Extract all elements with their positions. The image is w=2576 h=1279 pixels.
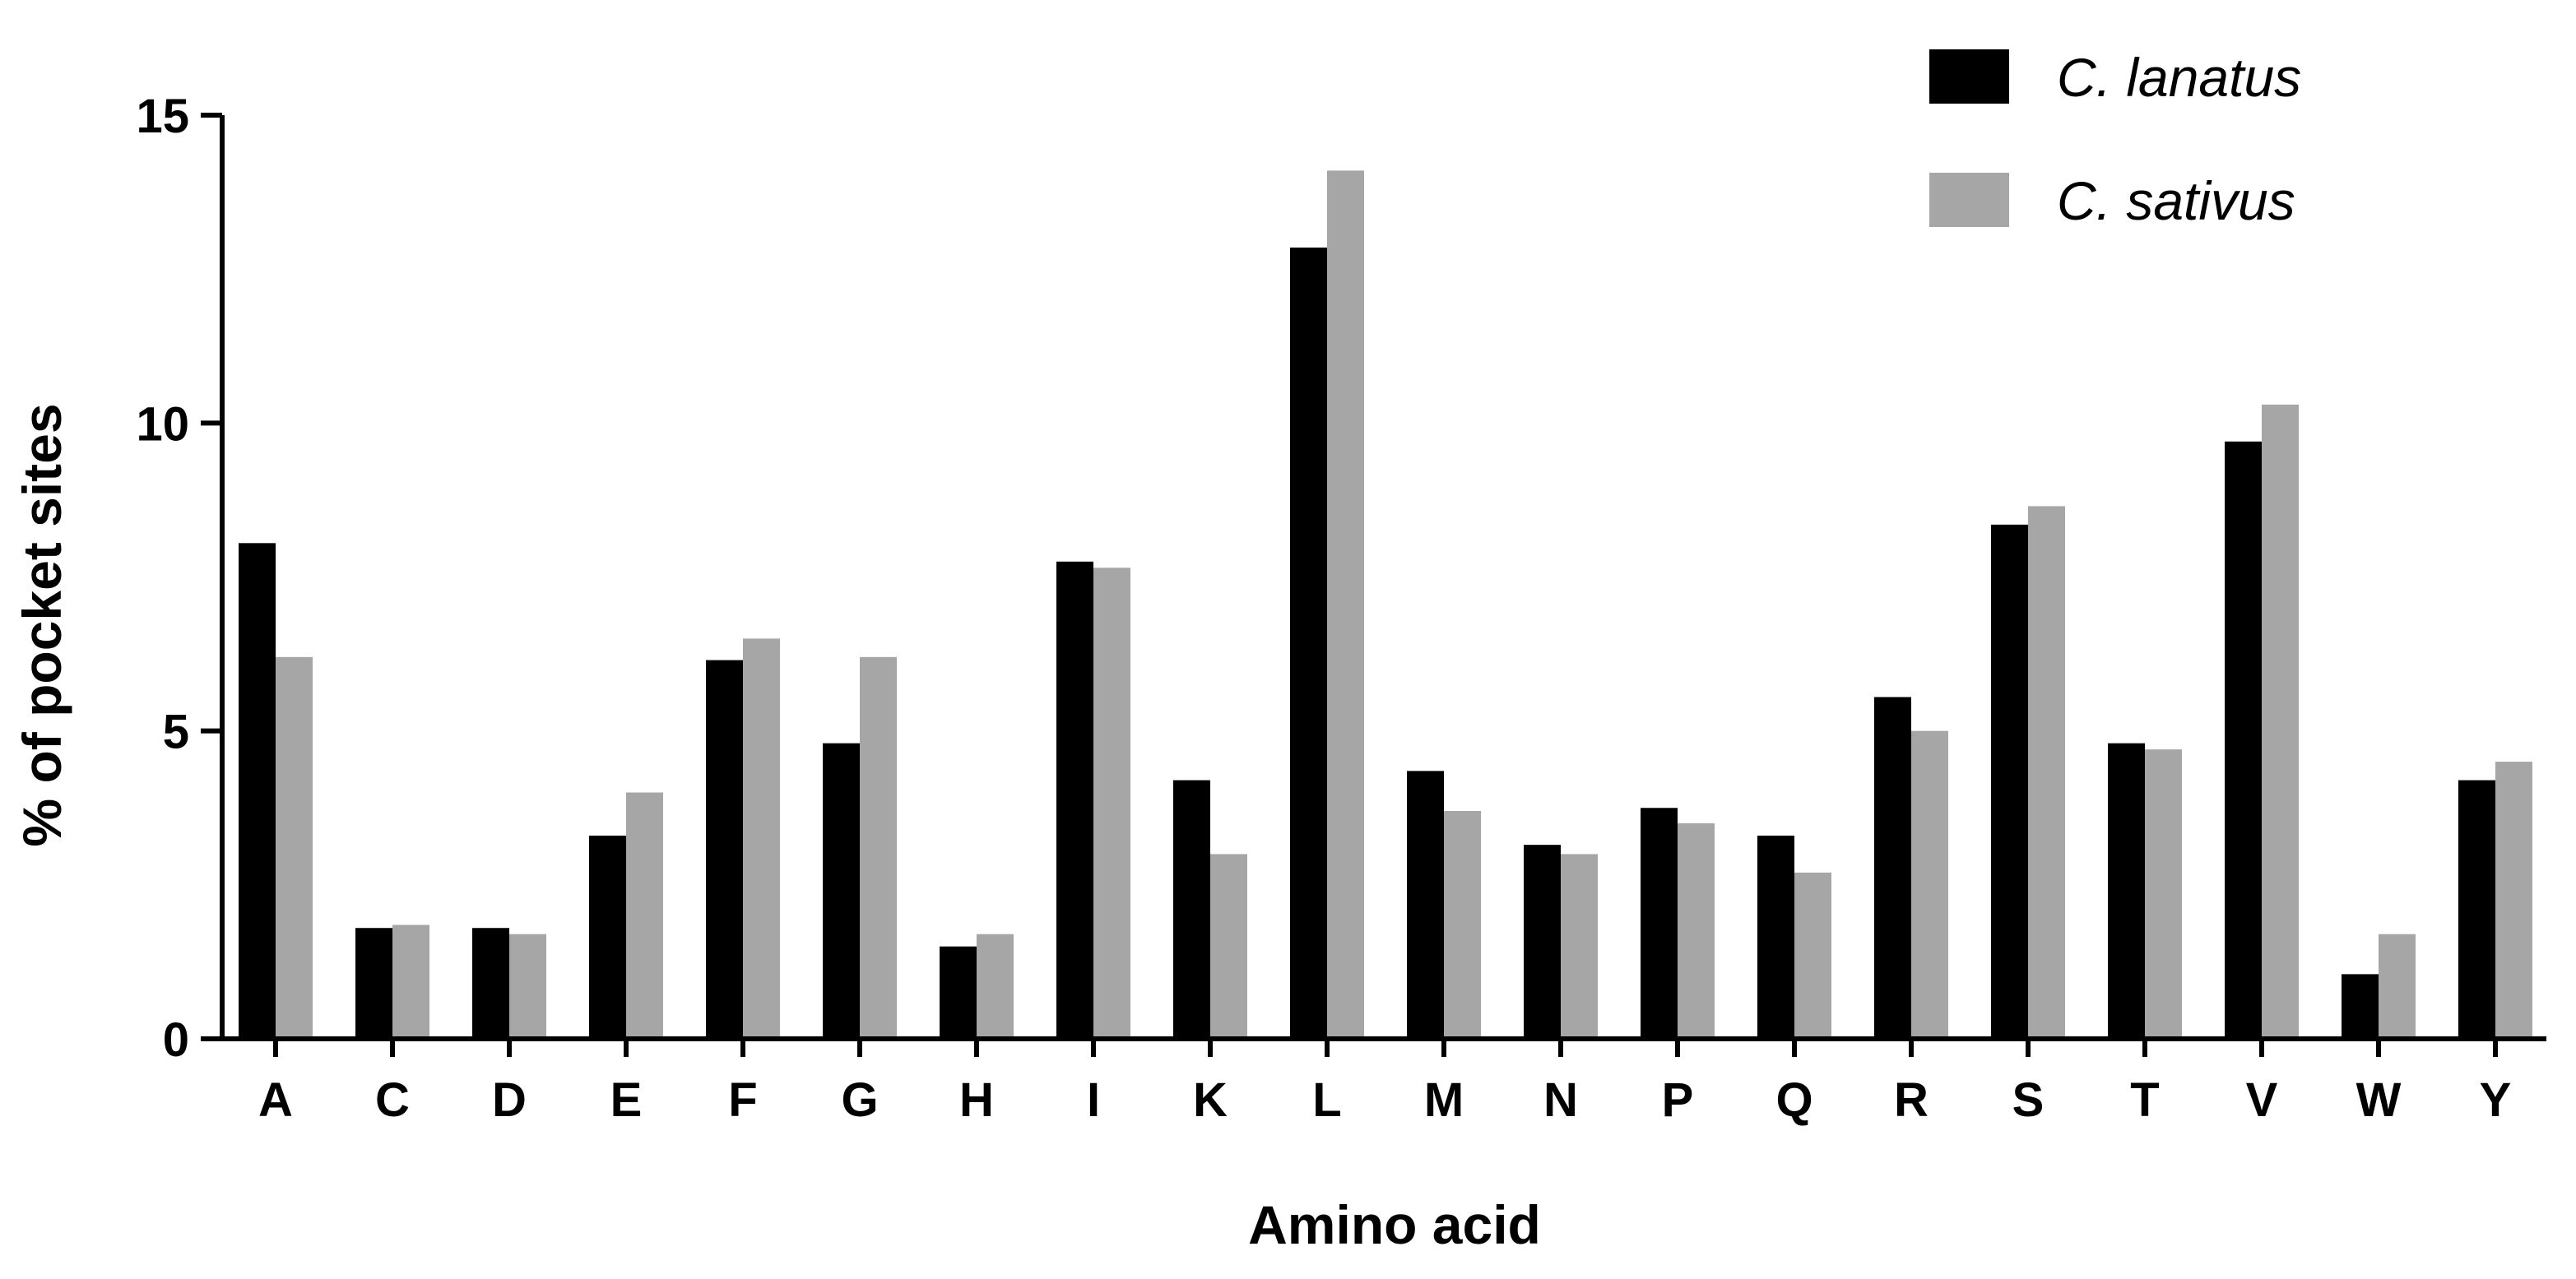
bar-c-lanatus-I	[1056, 561, 1093, 1039]
legend-swatch	[1929, 173, 2009, 227]
x-axis-title: Amino acid	[1248, 1194, 1541, 1255]
bar-c-sativus-D	[509, 934, 546, 1039]
bar-c-lanatus-L	[1290, 247, 1327, 1039]
bar-c-sativus-A	[276, 656, 313, 1039]
axes-layer	[220, 115, 2546, 1041]
legend: C. lanatus C. sativus	[1929, 47, 2301, 231]
bar-c-lanatus-M	[1407, 771, 1444, 1039]
x-tick-label: G	[841, 1073, 878, 1127]
bar-c-sativus-N	[1561, 854, 1598, 1039]
y-tick-label: 0	[163, 1013, 189, 1067]
x-tick-label: A	[258, 1073, 293, 1127]
bar-c-sativus-M	[1444, 810, 1481, 1039]
bar-c-sativus-P	[1678, 823, 1715, 1039]
bar-c-sativus-W	[2379, 934, 2416, 1039]
bar-c-lanatus-E	[589, 835, 626, 1039]
bar-c-lanatus-W	[2342, 974, 2379, 1039]
bar-c-sativus-H	[977, 934, 1014, 1039]
bar-c-lanatus-T	[2108, 743, 2145, 1039]
bar-c-sativus-Q	[1794, 872, 1831, 1039]
x-tick-label: K	[1193, 1073, 1228, 1127]
legend-label: C. sativus	[2057, 170, 2295, 231]
bar-c-sativus-I	[1093, 568, 1130, 1039]
bar-c-sativus-F	[743, 638, 780, 1039]
x-tick-label: L	[1312, 1073, 1341, 1127]
y-tick-label: 5	[163, 706, 189, 759]
bar-c-sativus-Y	[2495, 762, 2532, 1039]
legend-swatch	[1929, 49, 2009, 104]
legend-label: C. lanatus	[2057, 47, 2301, 108]
bar-c-sativus-L	[1327, 170, 1364, 1039]
x-tick-label: S	[2012, 1073, 2045, 1127]
x-tick-label: P	[1662, 1073, 1694, 1127]
bar-c-sativus-C	[392, 924, 429, 1039]
bar-c-lanatus-C	[355, 928, 392, 1039]
bar-c-sativus-E	[626, 792, 663, 1039]
bar-c-lanatus-S	[1991, 524, 2028, 1039]
bar-c-sativus-K	[1210, 854, 1247, 1039]
bar-c-sativus-S	[2028, 506, 2065, 1039]
bar-c-lanatus-R	[1874, 697, 1911, 1039]
x-tick-label: H	[959, 1073, 994, 1127]
y-axis-title: % of pocket sites	[12, 403, 72, 846]
x-tick-label: W	[2356, 1073, 2402, 1127]
bar-c-lanatus-V	[2225, 441, 2262, 1039]
x-tick-label: E	[610, 1073, 643, 1127]
x-tick-label: N	[1543, 1073, 1578, 1127]
bar-c-sativus-R	[1911, 730, 1948, 1039]
x-tick-label: F	[728, 1073, 757, 1127]
bar-c-lanatus-D	[472, 928, 509, 1039]
bar-c-sativus-T	[2145, 749, 2182, 1039]
bar-c-lanatus-P	[1641, 808, 1678, 1039]
x-tick-label: I	[1087, 1073, 1100, 1127]
bar-c-lanatus-Q	[1757, 835, 1794, 1039]
bar-c-lanatus-N	[1524, 845, 1561, 1039]
bar-c-sativus-G	[860, 656, 897, 1039]
x-tick-label: R	[1894, 1073, 1929, 1127]
x-tick-label: T	[2130, 1073, 2159, 1127]
x-tick-label: Q	[1775, 1073, 1812, 1127]
x-tick-label: V	[2246, 1073, 2278, 1127]
bar-c-lanatus-F	[706, 660, 743, 1039]
y-tick-label: 15	[136, 90, 189, 143]
bar-c-lanatus-G	[823, 743, 860, 1039]
x-tick-label: M	[1424, 1073, 1464, 1127]
bar-c-sativus-V	[2262, 404, 2299, 1040]
x-tick-label: D	[492, 1073, 527, 1127]
bar-c-lanatus-K	[1173, 780, 1210, 1039]
bars-layer	[239, 170, 2532, 1040]
bar-c-lanatus-H	[940, 946, 977, 1039]
bar-c-lanatus-Y	[2458, 780, 2495, 1039]
x-tick-label: C	[375, 1073, 410, 1127]
y-tick-label: 10	[136, 397, 189, 451]
y-ticks: 0 5 10 15	[136, 90, 222, 1067]
x-tick-label: Y	[2480, 1073, 2512, 1127]
bar-c-lanatus-A	[239, 543, 276, 1039]
